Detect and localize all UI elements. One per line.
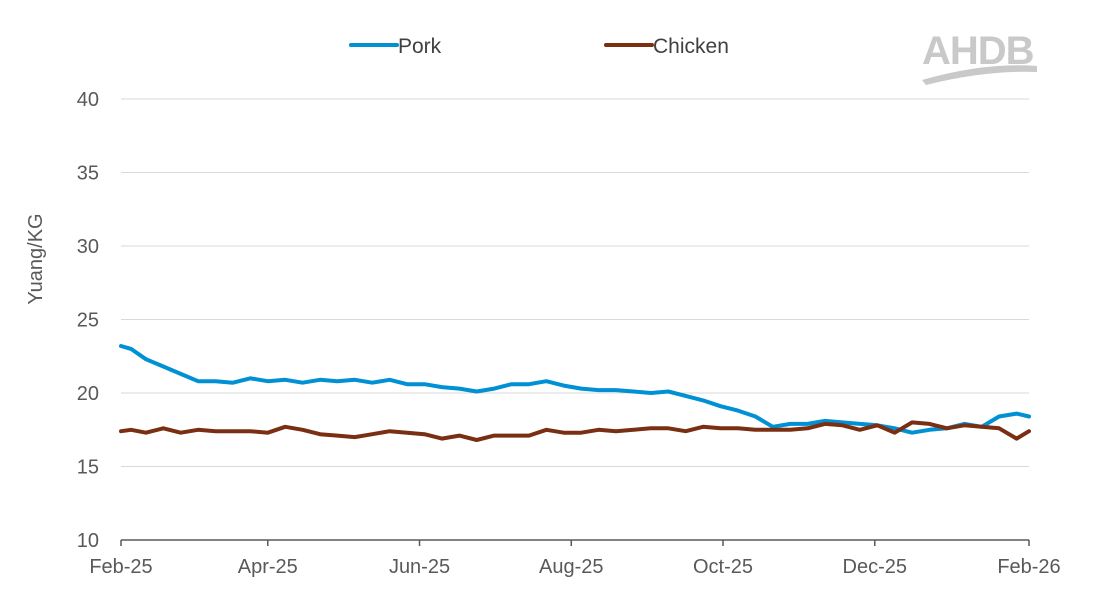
y-tick-label-35: 35 <box>77 163 99 185</box>
x-tick-label-Oct-25: Oct-25 <box>693 556 753 578</box>
x-axis <box>120 539 1030 546</box>
x-tick-label-Aug-25: Aug-25 <box>539 556 604 578</box>
x-tick-label-Feb-25: Feb-25 <box>89 556 152 578</box>
ahdb-logo: AHDB <box>922 29 1037 85</box>
y-axis-title: Yuang/KG <box>25 213 47 304</box>
y-tick-label-40: 40 <box>77 89 99 111</box>
x-axis-tick-labels: Feb-25 Apr-25 Jun-25 Aug-25 Oct-25 Dec-25 Feb-… <box>89 556 1060 578</box>
legend-label-pork: Pork <box>398 35 442 58</box>
y-tick-label-10: 10 <box>77 530 99 552</box>
legend: Pork Chicken <box>349 35 729 58</box>
x-tick-label-Apr-25: Apr-25 <box>238 556 298 578</box>
y-tick-label-25: 25 <box>77 310 99 332</box>
series-line-pork <box>119 344 1031 435</box>
x-tick-label-Jun-25: Jun-25 <box>389 556 450 578</box>
x-tick-label-Feb-26: Feb-26 <box>997 556 1060 578</box>
gridlines <box>121 98 1029 467</box>
y-tick-label-15: 15 <box>77 457 99 479</box>
logo-swoosh <box>922 65 1037 85</box>
legend-label-chicken: Chicken <box>653 35 729 58</box>
series-line-chicken <box>119 420 1031 442</box>
y-tick-label-20: 20 <box>77 383 99 405</box>
y-tick-label-30: 30 <box>77 236 99 258</box>
series-lines <box>119 344 1031 442</box>
y-axis-tick-labels: 10 15 20 25 30 35 40 <box>77 89 99 552</box>
x-tick-label-Dec-25: Dec-25 <box>843 556 907 578</box>
